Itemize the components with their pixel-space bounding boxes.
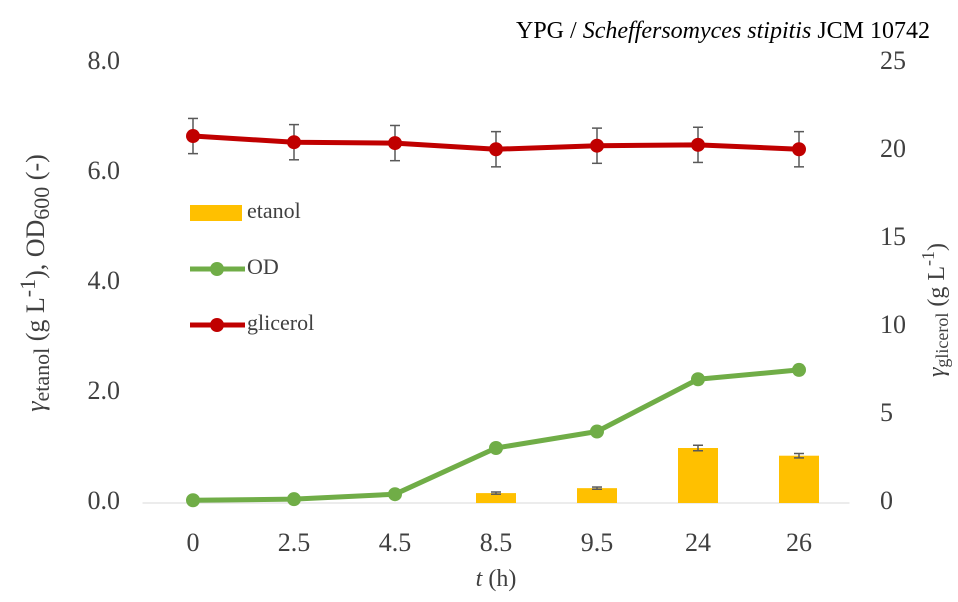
point xyxy=(792,362,806,377)
legend-label: etanol xyxy=(247,198,301,223)
x-tick-label: 26 xyxy=(786,528,812,557)
y-label-part: etanol xyxy=(29,348,54,402)
chart-title: YPG / Scheffersomyces stipitis JCM 10742 xyxy=(516,18,930,44)
legend-marker xyxy=(210,262,224,276)
bar xyxy=(476,493,516,503)
point xyxy=(186,493,200,508)
point xyxy=(287,492,301,507)
legend-marker xyxy=(210,318,224,332)
point xyxy=(792,142,806,157)
y-label-part: (-) xyxy=(21,154,50,186)
y2-axis-label: γglicerol (g L-1) xyxy=(918,243,952,377)
title-part: JCM 10742 xyxy=(811,18,930,44)
point xyxy=(489,441,503,455)
legend-label: glicerol xyxy=(247,310,314,335)
y2-label-part: ) xyxy=(924,243,950,251)
point xyxy=(590,424,604,439)
x-tick-label: 0 xyxy=(187,528,200,557)
error-bar xyxy=(491,491,501,495)
y2-tick-label: 15 xyxy=(880,222,906,251)
legend-swatch xyxy=(190,205,242,221)
y-label-part: -1 xyxy=(15,279,40,297)
x-axis-label: t (h) xyxy=(476,566,517,592)
y-tick-label: 2.0 xyxy=(88,376,121,405)
title-part: Scheffersomyces stipitis xyxy=(583,18,812,44)
y2-label-part: γ xyxy=(924,367,950,377)
y-tick-label: 8.0 xyxy=(88,46,121,75)
error-bar xyxy=(693,444,703,452)
y-axis-label: γetanol (g L-1), OD600 (-) xyxy=(15,154,54,412)
x-tick-label: 4.5 xyxy=(379,528,412,557)
y2-label-part: -1 xyxy=(918,251,938,266)
x-label-part: t xyxy=(476,566,484,592)
bar xyxy=(678,448,718,503)
point xyxy=(691,372,705,387)
y2-tick-label: 10 xyxy=(880,310,906,339)
point xyxy=(388,487,402,502)
x-tick-label: 24 xyxy=(685,528,711,557)
title-part: YPG / xyxy=(516,18,583,44)
point xyxy=(388,136,402,151)
error-bar xyxy=(592,486,602,490)
y2-label-part: glicerol xyxy=(932,313,952,368)
x-tick-label: 9.5 xyxy=(581,528,614,557)
y-label-part: ), OD xyxy=(21,220,50,279)
y-tick-label: 6.0 xyxy=(88,156,121,185)
legend-label: OD xyxy=(247,254,279,279)
bar xyxy=(577,488,617,503)
y2-tick-label: 5 xyxy=(880,398,893,427)
y-label-part: γ xyxy=(21,401,50,412)
y2-tick-label: 0 xyxy=(880,486,893,515)
y2-label-part: (g L xyxy=(924,266,950,313)
point xyxy=(287,135,301,150)
bar xyxy=(779,455,819,503)
error-bar xyxy=(794,452,804,459)
x-tick-label: 8.5 xyxy=(480,528,513,557)
x-label-part: (h) xyxy=(482,566,516,592)
point xyxy=(691,137,705,152)
y-tick-label: 0.0 xyxy=(88,486,121,515)
point xyxy=(489,142,503,157)
y2-tick-label: 20 xyxy=(880,134,906,163)
y-label-part: 600 xyxy=(29,187,54,220)
x-tick-label: 2.5 xyxy=(278,528,311,557)
point xyxy=(590,138,604,153)
y-tick-label: 4.0 xyxy=(88,266,121,295)
y2-tick-label: 25 xyxy=(880,46,906,75)
y-label-part: (g L xyxy=(21,297,50,348)
point xyxy=(186,129,200,144)
